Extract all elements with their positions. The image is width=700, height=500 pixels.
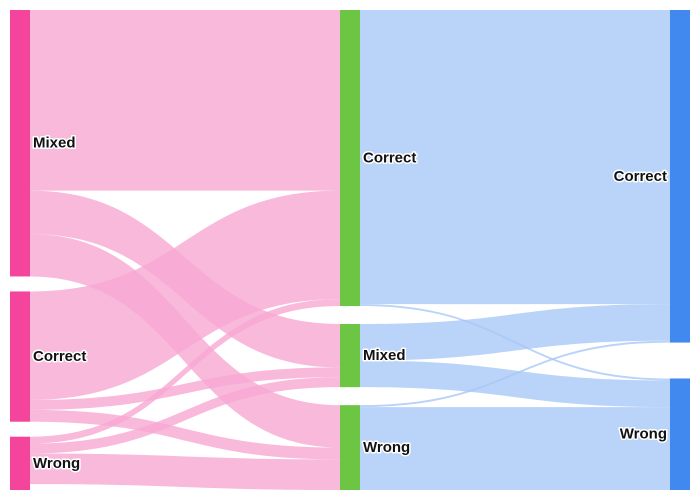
link-s_wrong-to-m_correct[interactable]: [30, 299, 340, 444]
nodes-layer: [10, 10, 690, 490]
node-s_mixed[interactable]: [10, 10, 30, 277]
node-label-m_wrong: Wrong: [363, 439, 410, 456]
node-label-f_correct: Correct: [614, 168, 667, 185]
node-m_correct[interactable]: [340, 10, 360, 307]
link-m_mixed-to-f_correct[interactable]: [360, 304, 670, 361]
node-label-m_correct: Correct: [363, 150, 416, 167]
node-s_correct[interactable]: [10, 291, 30, 422]
node-f_wrong[interactable]: [670, 378, 690, 490]
node-label-s_mixed: Mixed: [33, 135, 76, 152]
node-label-f_wrong: Wrong: [620, 426, 667, 443]
link-m_wrong-to-f_wrong[interactable]: [360, 407, 670, 490]
labels-layer: Mixed Correct Wrong Correct Mixed Wrong Correc…: [32, 133, 669, 473]
link-s_wrong-to-m_mixed[interactable]: [30, 377, 340, 454]
link-s_wrong-to-m_wrong[interactable]: [30, 453, 340, 490]
link-m_wrong-to-f_correct[interactable]: [360, 340, 670, 408]
node-s_wrong[interactable]: [10, 436, 30, 490]
links-layer: [30, 10, 670, 490]
link-m_mixed-to-f_wrong[interactable]: [360, 360, 670, 408]
link-m_correct-to-f_correct[interactable]: [360, 10, 670, 305]
node-label-s_wrong: Wrong: [33, 455, 80, 472]
node-m_mixed[interactable]: [340, 324, 360, 388]
link-s_correct-to-m_mixed[interactable]: [30, 367, 340, 410]
node-m_wrong[interactable]: [340, 405, 360, 490]
link-s_correct-to-m_correct[interactable]: [30, 190, 340, 400]
link-s_mixed-to-m_correct[interactable]: [30, 10, 340, 191]
node-f_correct[interactable]: [670, 10, 690, 343]
node-label-m_mixed: Mixed: [363, 347, 406, 364]
node-label-s_correct: Correct: [33, 348, 86, 365]
